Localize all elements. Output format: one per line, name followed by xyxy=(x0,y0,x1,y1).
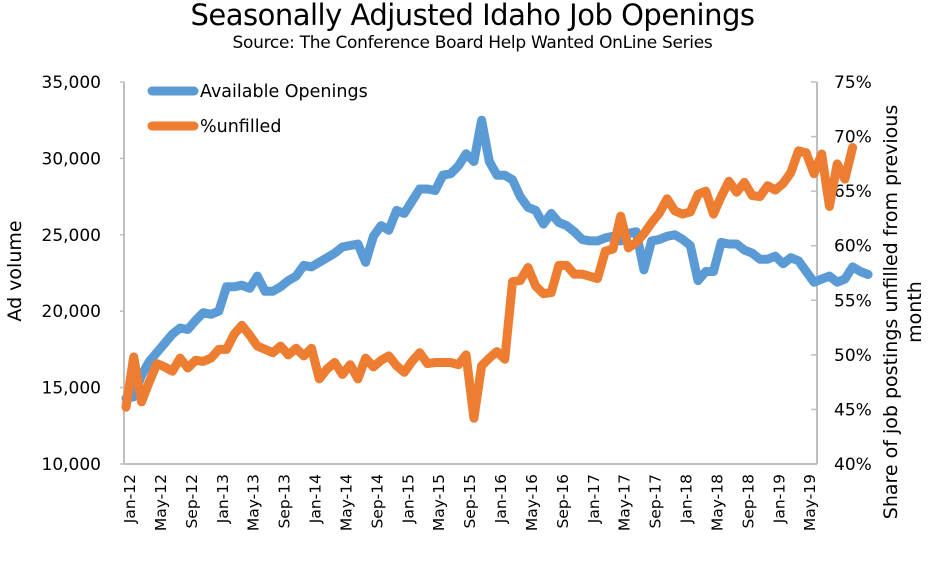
left-y-tick-label: 30,000 xyxy=(42,149,101,169)
left-y-tick-labels: 10,000 15,000 20,000 25,000 30,000 35,000 xyxy=(42,73,124,475)
x-tick-label: May-13 xyxy=(245,474,263,531)
left-y-tick-label: 10,000 xyxy=(42,455,101,475)
x-tick-labels: Jan-12 May-12 Sep-12 Jan-13 May-13 Sep-13 Jan-… xyxy=(121,474,819,531)
x-tick-label: Sep-16 xyxy=(554,474,572,529)
x-tick-label: Jan-12 xyxy=(121,474,139,524)
x-tick-label: Sep-12 xyxy=(183,474,201,529)
left-y-tick-label: 15,000 xyxy=(42,379,101,399)
right-y-tick-label: 65% xyxy=(834,182,872,202)
chart-title: Seasonally Adjusted Idaho Job Openings xyxy=(190,0,755,32)
right-axis-title-line2: month xyxy=(904,281,926,343)
x-tick-label: May-19 xyxy=(801,474,819,531)
chart-subtitle: Source: The Conference Board Help Wanted… xyxy=(232,33,713,53)
legend: Available Openings %unfilled xyxy=(147,82,368,137)
right-y-tick-label: 40% xyxy=(834,455,872,475)
right-axis-title-line1: Share of job postings unfilled from prev… xyxy=(880,105,902,519)
x-tick-label: Jan-17 xyxy=(585,474,603,524)
x-tick-label: May-15 xyxy=(430,474,448,531)
x-tick-label: May-17 xyxy=(616,474,634,531)
x-tick-label: Jan-14 xyxy=(307,474,325,524)
x-tick-label: Sep-15 xyxy=(461,474,479,529)
right-y-tick-label: 70% xyxy=(834,128,872,148)
x-tick-label: May-12 xyxy=(152,474,170,531)
x-tick-label: Jan-13 xyxy=(214,474,232,524)
x-tick-label: Jan-19 xyxy=(770,474,788,524)
x-tick-label: Sep-13 xyxy=(276,474,294,529)
x-tick-label: Jan-15 xyxy=(399,474,417,524)
x-tick-label: May-14 xyxy=(337,474,355,531)
legend-label-unfilled: %unfilled xyxy=(200,117,281,137)
x-tick-label: Jan-18 xyxy=(678,474,696,524)
right-y-tick-label: 60% xyxy=(834,237,872,257)
x-tick-label: Sep-18 xyxy=(739,474,757,529)
right-y-tick-label: 75% xyxy=(834,73,872,93)
x-tick-label: Sep-14 xyxy=(368,474,386,529)
right-y-tick-labels: 40% 45% 50% 55% 60% 65% 70% 75% xyxy=(811,73,872,475)
x-tick-label: May-16 xyxy=(523,474,541,531)
series-line-unfilled xyxy=(121,143,858,423)
left-y-tick-label: 25,000 xyxy=(42,226,101,246)
x-tick-label: Sep-17 xyxy=(647,474,665,529)
right-y-tick-label: 50% xyxy=(834,346,872,366)
x-tick-label: May-18 xyxy=(708,474,726,531)
right-y-tick-label: 45% xyxy=(834,400,872,420)
left-y-tick-label: 20,000 xyxy=(42,302,101,322)
legend-label-available-openings: Available Openings xyxy=(200,82,368,102)
left-y-tick-label: 35,000 xyxy=(42,73,101,93)
x-tick-label: Jan-16 xyxy=(492,474,510,524)
series-line-available-openings xyxy=(121,115,873,403)
left-axis-title: Ad volume xyxy=(4,220,26,321)
right-y-tick-label: 55% xyxy=(834,291,872,311)
series-lines xyxy=(121,115,873,423)
